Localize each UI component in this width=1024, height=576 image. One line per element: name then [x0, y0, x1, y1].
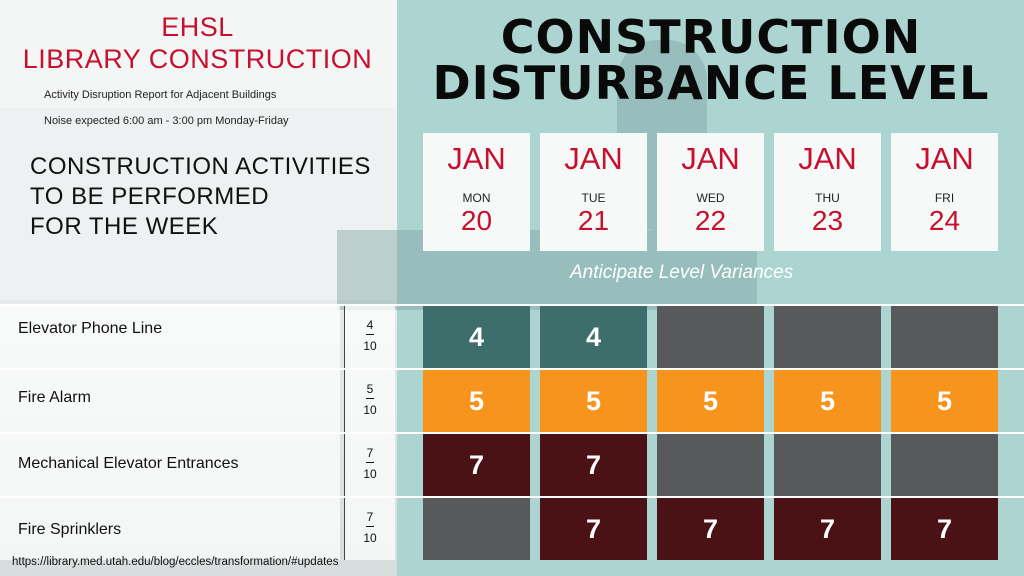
level-cell: 7 — [657, 498, 764, 560]
level-numerator: 7 — [366, 510, 374, 524]
day-number: 24 — [928, 205, 961, 236]
level-cell: 7 — [540, 434, 647, 496]
level-denominator: 10 — [363, 403, 377, 417]
footer-url[interactable]: https://library.med.utah.edu/blog/eccles… — [12, 556, 339, 568]
main-title-line-1: CONSTRUCTION — [500, 10, 922, 64]
row-divider — [0, 496, 1024, 498]
level-cell: 5 — [540, 370, 647, 432]
day-month: JAN — [681, 141, 740, 176]
day-card-thu: JAN THU 23 — [774, 133, 881, 251]
fraction-bar — [366, 334, 374, 335]
brand-project: LIBRARY CONSTRUCTION — [22, 44, 373, 74]
row-divider — [0, 432, 1024, 434]
level-cell: 4 — [423, 306, 530, 368]
empty-level-cell — [423, 498, 530, 560]
brand-header: EHSL LIBRARY CONSTRUCTION Activity Disru… — [0, 0, 397, 108]
day-card-mon: JAN MON 20 — [423, 133, 530, 251]
day-number: 21 — [577, 205, 610, 236]
level-cell: 5 — [657, 370, 764, 432]
fraction-bar — [366, 462, 374, 463]
section-title-line: CONSTRUCTION ACTIVITIES — [30, 153, 371, 180]
day-month: JAN — [915, 141, 974, 176]
activity-row: Elevator Phone Line — [0, 306, 340, 368]
day-number: 20 — [460, 205, 493, 236]
activity-level: 7 10 — [344, 498, 395, 560]
activity-name: Elevator Phone Line — [18, 320, 163, 337]
main-title-line-2: DISTURBANCE LEVEL — [432, 56, 990, 110]
level-numerator: 5 — [366, 382, 374, 396]
level-cell: 5 — [423, 370, 530, 432]
day-number: 23 — [811, 205, 844, 236]
activity-name: Fire Alarm — [18, 389, 91, 406]
section-title-line: FOR THE WEEK — [30, 213, 219, 240]
noise-note: Noise expected 6:00 am - 3:00 pm Monday-… — [44, 115, 289, 127]
fraction-bar — [366, 526, 374, 527]
activity-level: 5 10 — [344, 370, 395, 432]
level-cell: 7 — [423, 434, 530, 496]
brand-org: EHSL — [161, 12, 234, 42]
level-denominator: 10 — [363, 531, 377, 545]
day-card-tue: JAN TUE 21 — [540, 133, 647, 251]
day-month: JAN — [447, 141, 506, 176]
level-cell: 7 — [774, 498, 881, 560]
activity-row: Fire Alarm — [0, 370, 340, 432]
activity-row: Fire Sprinklers — [0, 498, 340, 560]
level-numerator: 4 — [366, 318, 374, 332]
fraction-bar — [366, 398, 374, 399]
day-month: JAN — [564, 141, 623, 176]
empty-level-cell — [891, 434, 998, 496]
section-title: CONSTRUCTION ACTIVITIES TO BE PERFORMED … — [30, 152, 371, 242]
activity-level: 7 10 — [344, 434, 395, 496]
empty-level-cell — [774, 434, 881, 496]
section-title-line: TO BE PERFORMED — [30, 183, 270, 210]
level-denominator: 10 — [363, 339, 377, 353]
level-cell: 7 — [540, 498, 647, 560]
level-cell: 5 — [774, 370, 881, 432]
empty-level-cell — [891, 306, 998, 368]
day-number: 22 — [694, 205, 727, 236]
level-cell: 5 — [891, 370, 998, 432]
day-weekday: THU — [815, 191, 840, 205]
day-month: JAN — [798, 141, 857, 176]
day-weekday: MON — [462, 191, 491, 205]
activity-level: 4 10 — [344, 306, 395, 368]
level-cell: 4 — [540, 306, 647, 368]
report-subtitle: Activity Disruption Report for Adjacent … — [44, 89, 277, 101]
empty-level-cell — [774, 306, 881, 368]
day-weekday: TUE — [581, 191, 606, 205]
day-card-fri: JAN FRI 24 — [891, 133, 998, 251]
row-divider — [0, 368, 1024, 370]
day-weekday: FRI — [934, 191, 955, 205]
activity-name: Mechanical Elevator Entrances — [18, 455, 239, 472]
empty-level-cell — [657, 434, 764, 496]
variance-note: Anticipate Level Variances — [570, 262, 794, 283]
level-numerator: 7 — [366, 446, 374, 460]
activity-name: Fire Sprinklers — [18, 521, 122, 538]
empty-level-cell — [657, 306, 764, 368]
row-divider — [0, 304, 1024, 306]
level-denominator: 10 — [363, 467, 377, 481]
day-weekday: WED — [696, 191, 725, 205]
level-cell: 7 — [891, 498, 998, 560]
day-card-wed: JAN WED 22 — [657, 133, 764, 251]
activity-row: Mechanical Elevator Entrances — [0, 434, 340, 496]
